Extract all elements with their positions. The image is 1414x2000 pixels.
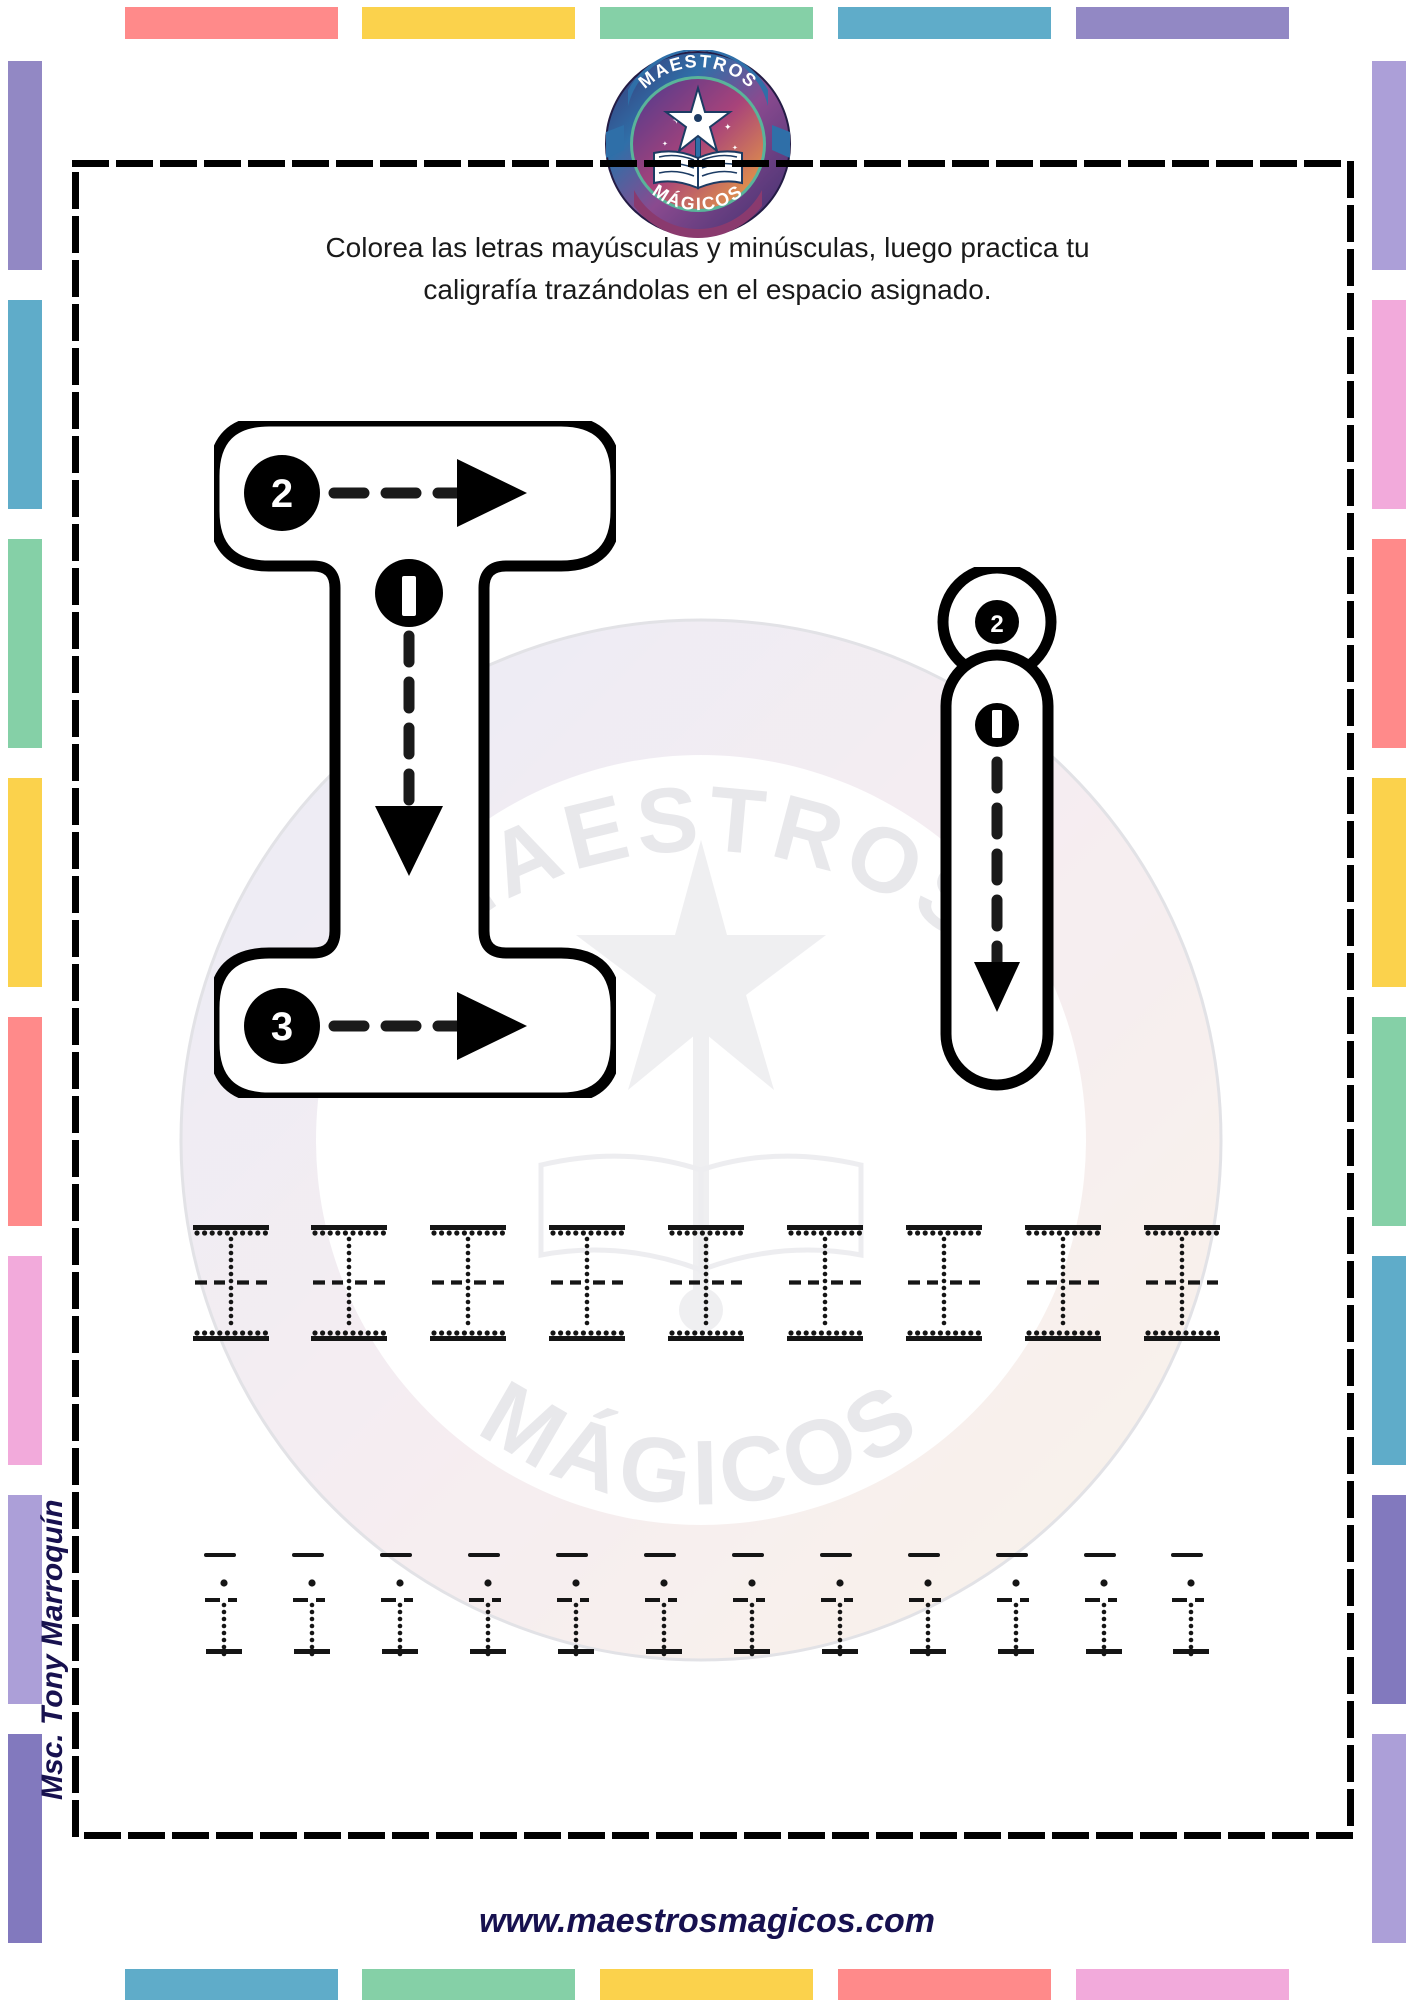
svg-text:2: 2 — [271, 472, 293, 516]
svg-text:2: 2 — [990, 611, 1003, 638]
svg-text:3: 3 — [271, 1005, 293, 1049]
